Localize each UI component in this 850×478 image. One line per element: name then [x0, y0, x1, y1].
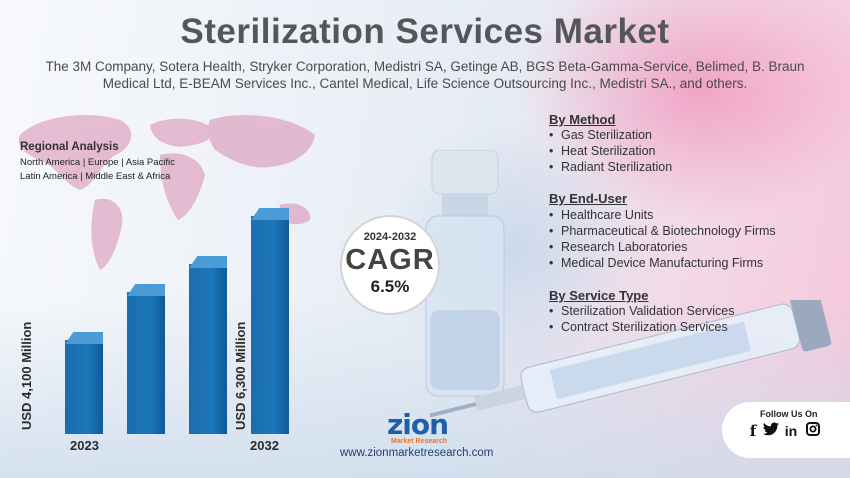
segment-item: • Pharmaceutical & Biotechnology Firms	[549, 224, 776, 238]
end-year-label: 2032	[250, 438, 279, 453]
segment-title-end-user: By End-User	[549, 191, 628, 206]
start-value-label: USD 4,100 Million	[19, 321, 34, 430]
cagr-label: CAGR	[345, 244, 435, 276]
segment-item: • Contract Sterilization Services	[549, 320, 728, 334]
regional-analysis-title: Regional Analysis	[20, 141, 119, 153]
growth-bar-2	[127, 292, 165, 434]
growth-bar-top-1	[65, 332, 103, 344]
growth-bar-1	[65, 340, 103, 434]
growth-bar-top-2	[127, 284, 165, 296]
segment-item: • Healthcare Units	[549, 208, 654, 222]
cagr-badge: 2024-2032 CAGR 6.5%	[340, 215, 440, 315]
instagram-icon[interactable]	[804, 422, 822, 440]
regional-analysis-line-1: North America | Europe | Asia Pacific	[20, 157, 175, 168]
end-value-label: USD 6,300 Million	[233, 321, 248, 430]
regional-analysis-line-2: Latin America | Middle East & Africa	[20, 171, 171, 182]
facebook-icon[interactable]: f	[749, 422, 757, 440]
website-link[interactable]: www.zionmarketresearch.com	[340, 447, 494, 459]
company-list-line-2: Medical Ltd, E-BEAM Services Inc., Cante…	[102, 76, 748, 91]
twitter-icon[interactable]	[762, 422, 780, 440]
linkedin-icon[interactable]: in	[784, 423, 798, 439]
logo-wordmark: zion	[387, 408, 449, 441]
follow-us-box: Follow Us On f in	[722, 402, 850, 458]
segment-item: • Gas Sterilization	[549, 128, 653, 142]
follow-us-title: Follow Us On	[760, 409, 818, 419]
company-list-line-1: The 3M Company, Sotera Health, Stryker C…	[45, 59, 805, 74]
zion-logo[interactable]: zion Market Research	[387, 408, 457, 445]
start-year-label: 2023	[70, 438, 99, 453]
syringe-image	[430, 300, 832, 420]
vial-image	[425, 150, 505, 397]
growth-bar-4	[251, 216, 289, 434]
segment-title-service-type: By Service Type	[549, 288, 649, 303]
segment-item: • Radiant Sterilization	[549, 160, 673, 174]
growth-bar-top-3	[189, 256, 227, 268]
cagr-value: 6.5%	[370, 277, 410, 296]
growth-bar-3	[189, 264, 227, 434]
segment-item: • Medical Device Manufacturing Firms	[549, 256, 764, 270]
segment-item: • Heat Sterilization	[549, 144, 656, 158]
growth-bar-top-4	[251, 208, 289, 220]
company-list: The 3M Company, Sotera Health, Stryker C…	[40, 58, 810, 92]
segment-title-method: By Method	[549, 112, 616, 127]
page-title: Sterilization Services Market	[180, 12, 670, 51]
cagr-period: 2024-2032	[363, 231, 417, 243]
logo-tagline: Market Research	[391, 438, 448, 445]
segment-item: • Sterilization Validation Services	[549, 304, 735, 318]
segment-item: • Research Laboratories	[549, 240, 688, 254]
